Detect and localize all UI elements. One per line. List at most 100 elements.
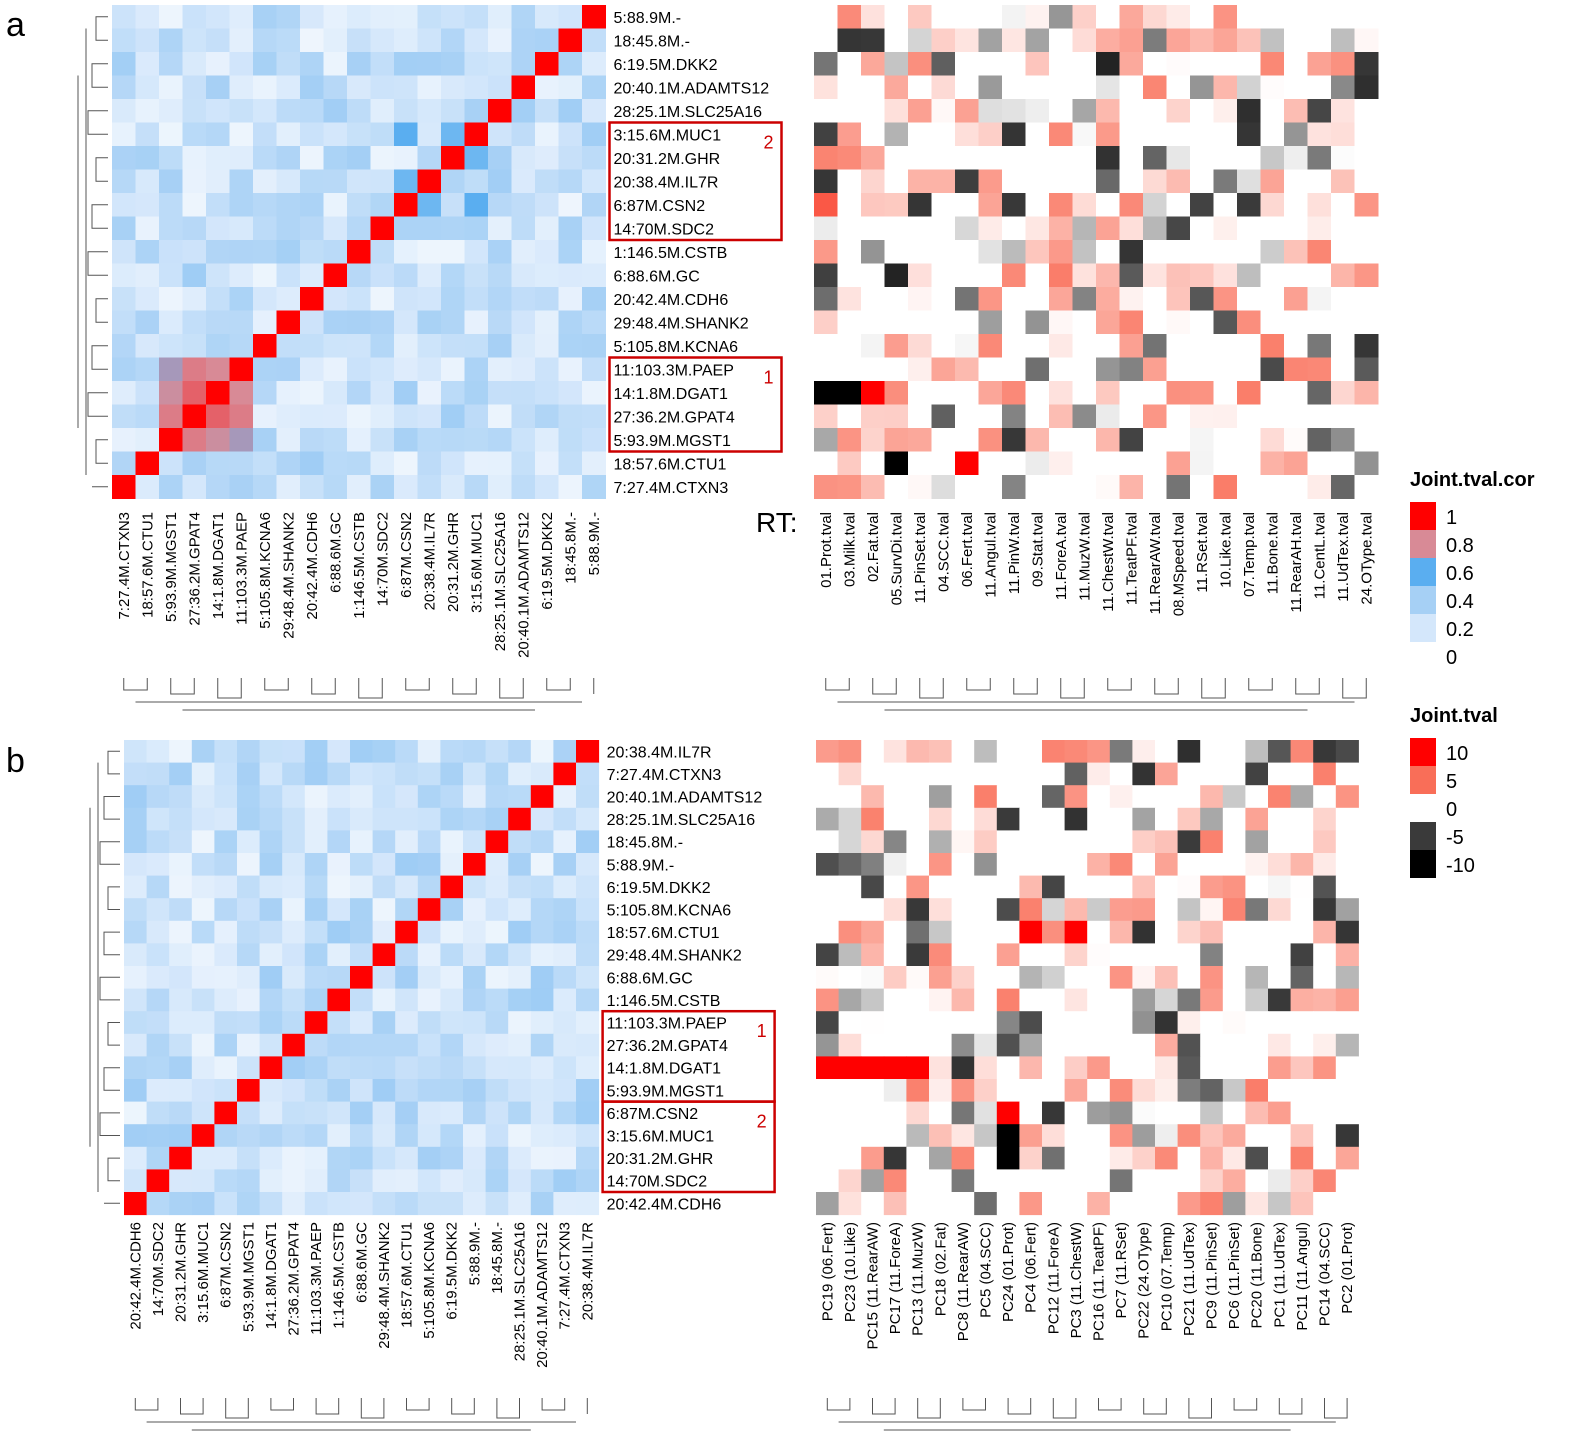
cor-cell [582,357,606,382]
cor-cell [350,988,374,1012]
tval-cell [978,451,1003,476]
cor-cell [440,920,464,944]
tval-cell [837,52,862,76]
cor-cell [440,1101,464,1125]
trait-label-11-muzw-tval: 11.MuzW.tval [1076,512,1093,601]
row-label-29-48-4m-shank2: 29:48.4M.SHANK2 [614,315,749,332]
cor-cell [214,1124,238,1148]
cor-cell [417,310,442,335]
cor-cell [488,240,512,264]
tval-cell [978,310,1003,335]
cor-cell [417,785,441,809]
cor-cell [206,263,230,288]
tval-cell [906,988,930,1012]
tval-cell [1307,216,1332,241]
cor-cell [323,451,348,476]
cor-cell [463,943,487,967]
cor-cell [440,1056,464,1080]
tval-cell [1290,807,1314,831]
legend-cor-swatch [1410,502,1436,530]
row-label-28-25-1m-slc25a16: 28:25.1M.SLC25A16 [607,812,756,829]
cor-cell [347,99,371,123]
tval-cell [837,428,862,452]
cor-cell [350,807,374,831]
col-label-5-105-8m-kcna6: 5:105.8M.KCNA6 [421,1222,438,1339]
tval-cell [1119,122,1144,147]
tval-cell [1143,381,1167,405]
cor-cell [229,52,254,76]
row-label-20-38-4m-il7r: 20:38.4M.IL7R [614,174,719,191]
cor-cell [304,853,328,877]
tval-cell [1284,193,1308,217]
cor-cell [124,807,148,831]
cor-cell [350,943,374,967]
cor-cell [417,898,441,922]
col-label-3-15-6m-muc1: 3:15.6M.MUC1 [195,1222,212,1323]
cor-cell [323,28,348,53]
row-label-6-19-5m-dkk2: 6:19.5M.DKK2 [614,57,718,74]
cor-cell [394,75,418,100]
cor-cell [300,287,324,311]
cor-cell [182,287,207,311]
cor-cell [394,263,418,288]
cor-cell [372,1101,396,1125]
tval-cell [1354,240,1379,264]
row-label-20-40-1m-adamts12: 20:40.1M.ADAMTS12 [607,790,763,807]
tval-cell [1042,830,1066,854]
tval-cell [816,830,840,854]
tval-cell [1049,475,1073,499]
tval-cell [1268,853,1292,877]
tval-cell [974,1079,998,1103]
tval-cell [951,920,975,944]
tval-cell [1313,853,1337,877]
cor-cell [112,334,136,358]
tval-cell [861,807,885,831]
cor-cell [191,762,215,786]
cor-cell [304,943,328,967]
tval-cell [1042,785,1066,809]
tval-cell [1155,1146,1179,1170]
cor-cell [253,216,277,241]
tval-cell [908,99,932,123]
tval-cell [978,240,1003,264]
cor-cell [463,807,487,831]
tval-cell [1284,52,1308,76]
tval-cell [929,1011,953,1035]
tval-cell [1087,785,1111,809]
tval-cell [1019,1056,1043,1080]
cor-cell [417,1011,441,1035]
cor-cell [347,240,371,264]
cor-cell [441,169,465,194]
cor-cell [508,853,532,877]
cor-cell [553,1011,577,1035]
cor-cell [112,146,136,170]
cor-cell [576,988,600,1012]
cor-cell [214,920,238,944]
cor-cell [191,853,215,877]
cor-cell [259,807,283,831]
cor-cell [112,404,136,429]
legend-tval-label: 0 [1446,799,1457,821]
cor-cell [463,966,487,990]
tval-cell [1268,762,1292,786]
tval-cell [906,1079,930,1103]
tval-cell [1190,75,1214,100]
cor-cell [417,287,442,311]
tval-cell [1109,1033,1133,1057]
col-label-14-70m-sdc2: 14:70M.SDC2 [150,1222,167,1316]
tval-cell [1072,216,1097,241]
tval-cell [978,122,1003,147]
cor-cell [276,310,301,335]
cor-cell [350,785,374,809]
tval-cell [861,1033,885,1057]
cor-cell [485,762,509,786]
tval-cell [1260,169,1285,194]
tval-cell [1335,807,1359,831]
tval-cell [1354,146,1379,170]
tval-cell [838,853,862,877]
cor-cell [553,1079,577,1103]
cor-cell [576,943,600,967]
row-label-20-40-1m-adamts12: 20:40.1M.ADAMTS12 [614,80,770,97]
tval-cell [1313,1056,1337,1080]
tval-cell [861,920,885,944]
